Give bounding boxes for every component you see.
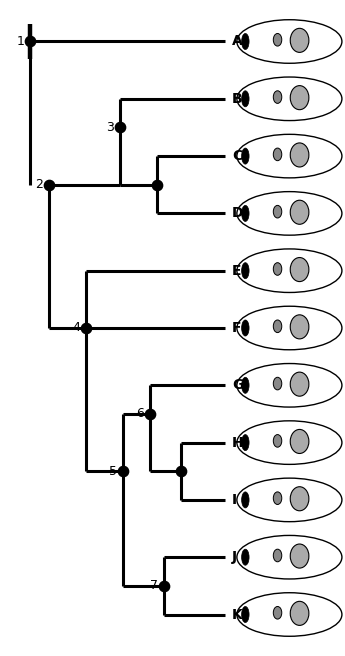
Text: F: F <box>232 321 241 335</box>
Ellipse shape <box>241 434 249 451</box>
Ellipse shape <box>273 262 282 276</box>
Ellipse shape <box>290 258 309 281</box>
Point <box>117 122 123 133</box>
Text: D: D <box>232 207 243 220</box>
Ellipse shape <box>290 200 309 224</box>
Ellipse shape <box>273 320 282 333</box>
Text: 2: 2 <box>35 178 43 192</box>
Ellipse shape <box>241 607 249 623</box>
Ellipse shape <box>273 492 282 504</box>
Ellipse shape <box>241 492 249 508</box>
Text: 5: 5 <box>109 464 117 478</box>
Point <box>148 409 153 419</box>
Text: 3: 3 <box>106 121 114 134</box>
Ellipse shape <box>241 320 249 336</box>
Point <box>155 180 160 190</box>
Ellipse shape <box>273 91 282 104</box>
Text: E: E <box>232 264 241 277</box>
Ellipse shape <box>290 315 309 339</box>
Text: I: I <box>232 493 237 507</box>
Ellipse shape <box>241 205 249 222</box>
Text: 1: 1 <box>16 35 24 48</box>
Text: 4: 4 <box>72 321 80 335</box>
Point <box>121 466 126 476</box>
Ellipse shape <box>290 372 309 396</box>
Ellipse shape <box>290 86 309 110</box>
Ellipse shape <box>290 487 309 511</box>
Point <box>46 180 52 190</box>
Text: H: H <box>232 436 244 449</box>
Text: 7: 7 <box>150 579 158 592</box>
Ellipse shape <box>290 143 309 167</box>
Ellipse shape <box>273 377 282 390</box>
Point <box>178 466 184 476</box>
Ellipse shape <box>241 262 249 279</box>
Text: 6: 6 <box>137 407 144 420</box>
Ellipse shape <box>241 33 249 49</box>
Ellipse shape <box>241 91 249 107</box>
Ellipse shape <box>273 607 282 619</box>
Text: B: B <box>232 92 243 106</box>
Text: G: G <box>232 379 243 392</box>
Ellipse shape <box>273 434 282 447</box>
Text: C: C <box>232 149 242 163</box>
Point <box>161 581 167 591</box>
Ellipse shape <box>290 28 309 52</box>
Ellipse shape <box>273 33 282 46</box>
Ellipse shape <box>290 602 309 625</box>
Ellipse shape <box>290 544 309 568</box>
Ellipse shape <box>273 549 282 562</box>
Text: K: K <box>232 607 243 621</box>
Ellipse shape <box>290 430 309 453</box>
Text: J: J <box>232 550 237 564</box>
Point <box>83 323 89 333</box>
Ellipse shape <box>273 148 282 161</box>
Ellipse shape <box>273 205 282 218</box>
Point <box>28 36 33 47</box>
Text: A: A <box>232 35 243 49</box>
Ellipse shape <box>241 549 249 565</box>
Ellipse shape <box>241 377 249 394</box>
Ellipse shape <box>241 148 249 164</box>
